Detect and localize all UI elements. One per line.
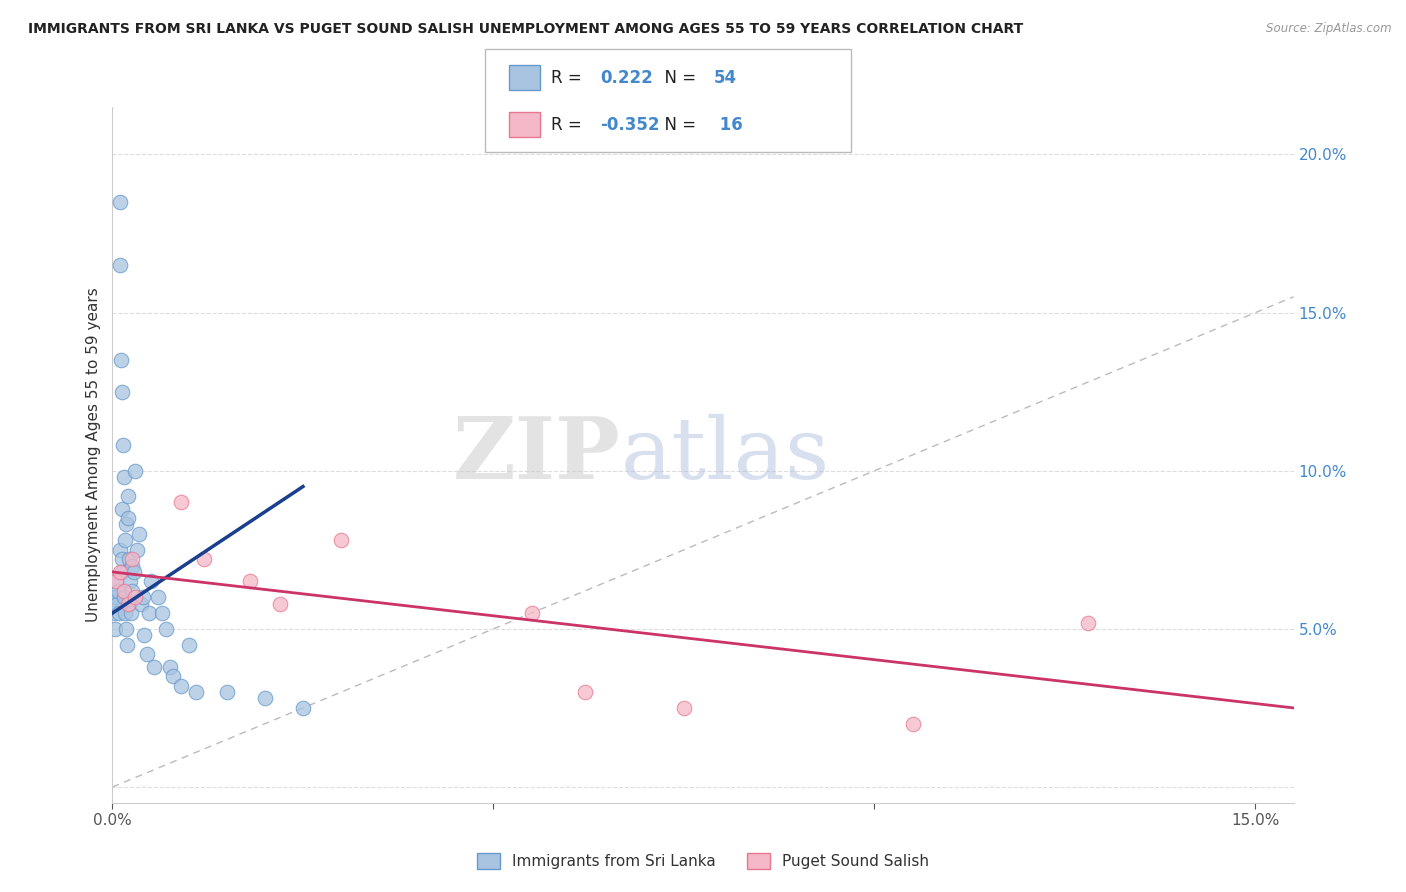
- Point: [148, 591, 170, 605]
- Point: [118, 597, 141, 611]
- Point: [108, 565, 131, 579]
- Point: [177, 638, 200, 652]
- Point: [117, 489, 139, 503]
- Point: [115, 517, 138, 532]
- Point: [112, 470, 135, 484]
- Text: N =: N =: [654, 116, 702, 134]
- Point: [112, 583, 135, 598]
- Point: [134, 628, 156, 642]
- Point: [104, 606, 127, 620]
- Point: [330, 533, 353, 548]
- Point: [125, 542, 148, 557]
- Point: [111, 565, 134, 579]
- Point: [901, 716, 924, 731]
- Point: [107, 606, 129, 620]
- Point: [105, 597, 128, 611]
- Point: [111, 552, 134, 566]
- Point: [159, 660, 181, 674]
- Point: [115, 638, 138, 652]
- Point: [122, 565, 145, 579]
- Text: Source: ZipAtlas.com: Source: ZipAtlas.com: [1267, 22, 1392, 36]
- Point: [112, 438, 135, 452]
- Text: IMMIGRANTS FROM SRI LANKA VS PUGET SOUND SALISH UNEMPLOYMENT AMONG AGES 55 TO 59: IMMIGRANTS FROM SRI LANKA VS PUGET SOUND…: [28, 22, 1024, 37]
- Point: [138, 606, 160, 620]
- Point: [117, 597, 139, 611]
- Text: 0.222: 0.222: [600, 69, 654, 87]
- Point: [170, 495, 193, 509]
- Point: [104, 622, 127, 636]
- Text: N =: N =: [654, 69, 702, 87]
- Point: [131, 597, 153, 611]
- Point: [114, 533, 136, 548]
- Point: [118, 574, 141, 589]
- Point: [108, 542, 131, 557]
- Point: [269, 597, 291, 611]
- Point: [110, 353, 132, 368]
- Text: atlas: atlas: [620, 413, 830, 497]
- Text: -0.352: -0.352: [600, 116, 659, 134]
- Text: 16: 16: [714, 116, 742, 134]
- Point: [239, 574, 262, 589]
- Point: [121, 583, 143, 598]
- Point: [186, 685, 208, 699]
- Point: [124, 591, 146, 605]
- Point: [672, 701, 695, 715]
- Legend: Immigrants from Sri Lanka, Puget Sound Salish: Immigrants from Sri Lanka, Puget Sound S…: [471, 847, 935, 875]
- Y-axis label: Unemployment Among Ages 55 to 59 years: Unemployment Among Ages 55 to 59 years: [86, 287, 101, 623]
- Point: [121, 552, 143, 566]
- Text: R =: R =: [551, 69, 592, 87]
- Point: [112, 591, 135, 605]
- Point: [108, 258, 131, 272]
- Point: [111, 384, 134, 399]
- Text: 54: 54: [714, 69, 737, 87]
- Point: [114, 606, 136, 620]
- Point: [253, 691, 276, 706]
- Point: [104, 574, 127, 589]
- Point: [162, 669, 184, 683]
- Point: [105, 591, 128, 605]
- Text: R =: R =: [551, 116, 588, 134]
- Point: [111, 501, 134, 516]
- Point: [118, 552, 141, 566]
- Point: [117, 511, 139, 525]
- Point: [107, 583, 129, 598]
- Point: [170, 679, 193, 693]
- Point: [193, 552, 215, 566]
- Text: ZIP: ZIP: [453, 413, 620, 497]
- Point: [115, 622, 138, 636]
- Point: [135, 647, 157, 661]
- Point: [520, 606, 543, 620]
- Point: [105, 574, 128, 589]
- Point: [121, 558, 143, 573]
- Point: [1077, 615, 1099, 630]
- Point: [132, 591, 155, 605]
- Point: [128, 527, 150, 541]
- Point: [120, 606, 142, 620]
- Point: [150, 606, 173, 620]
- Point: [108, 194, 131, 209]
- Point: [291, 701, 314, 715]
- Point: [143, 660, 166, 674]
- Point: [124, 464, 146, 478]
- Point: [103, 591, 125, 605]
- Point: [574, 685, 596, 699]
- Point: [139, 574, 162, 589]
- Point: [155, 622, 177, 636]
- Point: [215, 685, 238, 699]
